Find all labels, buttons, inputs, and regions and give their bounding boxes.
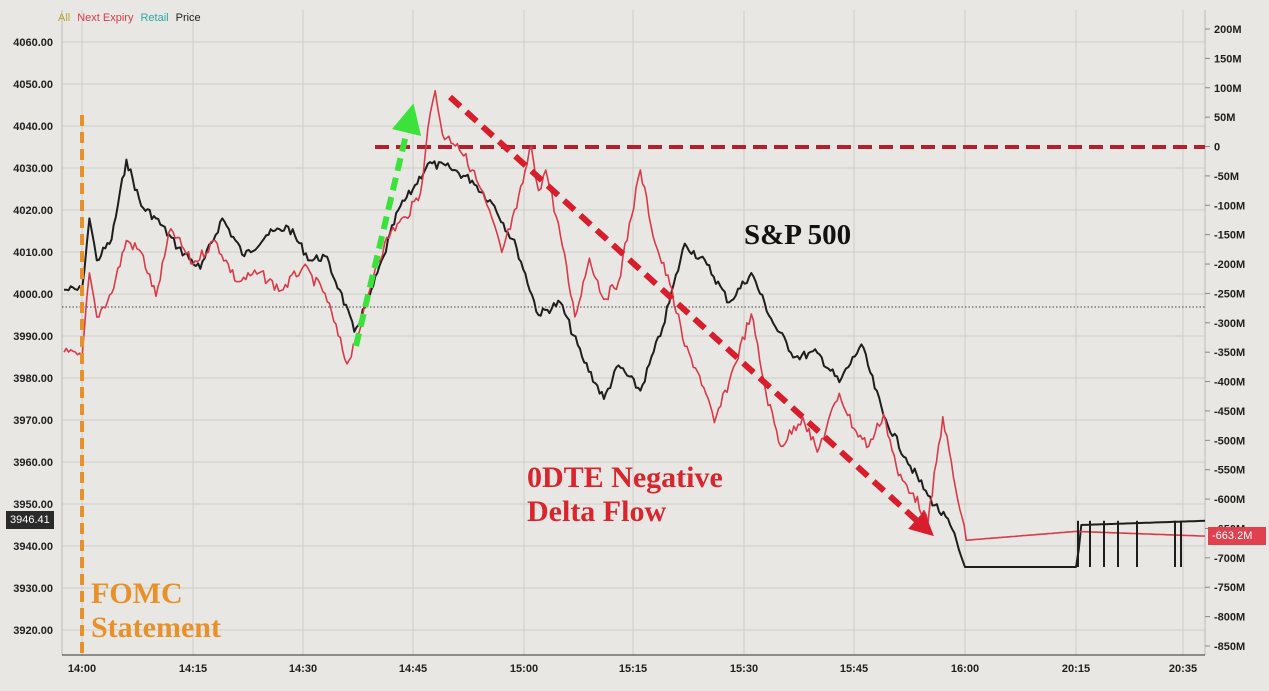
left-tick-label: 3990.00 — [13, 331, 53, 343]
left-tick-label: 3940.00 — [13, 541, 53, 553]
x-tick-label: 14:30 — [289, 663, 317, 675]
left-tick-label: 4020.00 — [13, 205, 53, 217]
legend-retail[interactable]: Retail — [140, 12, 169, 24]
legend-all[interactable]: All — [58, 12, 71, 24]
x-tick-label: 15:00 — [510, 663, 538, 675]
left-tick-label: 3960.00 — [13, 457, 53, 469]
right-tick-label: -350M — [1214, 347, 1245, 359]
left-axis: 4060.00 4050.00 4040.00 4030.00 4020.00 4010.… — [13, 37, 53, 637]
right-tick-label: -100M — [1214, 200, 1245, 212]
right-tick-label: -300M — [1214, 318, 1245, 330]
series-line-price — [63, 158, 1206, 568]
fomc-annotation: FOMC Statement — [91, 577, 221, 644]
right-tick-label: -200M — [1214, 259, 1245, 271]
right-tick-label: -700M — [1214, 553, 1245, 565]
right-tick-label: -600M — [1214, 494, 1245, 506]
right-tick-label: -500M — [1214, 435, 1245, 447]
flow-badge: -663.2M — [1208, 527, 1266, 545]
right-tick-label: -450M — [1214, 406, 1245, 418]
x-tick-label: 16:00 — [951, 663, 979, 675]
right-tick-label: -850M — [1214, 641, 1245, 653]
x-tick-label: 15:15 — [619, 663, 647, 675]
right-tick-label: 200M — [1214, 24, 1242, 36]
left-tick-label: 4040.00 — [13, 121, 53, 133]
left-tick-label: 4060.00 — [13, 37, 53, 49]
left-tick-label: 4010.00 — [13, 247, 53, 259]
left-tick-label: 3970.00 — [13, 415, 53, 427]
series-layer — [63, 89, 1206, 568]
x-tick-label: 20:35 — [1169, 663, 1197, 675]
x-tick-label: 15:45 — [840, 663, 868, 675]
right-tick-label: -550M — [1214, 465, 1245, 477]
legend: All Next Expiry Retail Price — [58, 12, 201, 24]
x-tick-label: 14:00 — [68, 663, 96, 675]
right-tick-label: 150M — [1214, 53, 1242, 65]
series-line-next-expiry — [63, 89, 1206, 541]
right-tick-label: -800M — [1214, 612, 1245, 624]
right-tick-label: 50M — [1214, 112, 1235, 124]
right-axis: 200M 150M 100M 50M 0 -50M -100M -150M -200M -250M… — [1205, 24, 1245, 653]
left-tick-label: 4050.00 — [13, 79, 53, 91]
left-tick-label: 4000.00 — [13, 289, 53, 301]
legend-next-expiry[interactable]: Next Expiry — [77, 12, 134, 24]
right-tick-label: 100M — [1214, 83, 1242, 95]
grid — [61, 10, 1206, 656]
price-badge: 3946.41 — [6, 511, 54, 529]
left-tick-label: 3930.00 — [13, 583, 53, 595]
x-axis: 14:00 14:15 14:30 14:45 15:00 15:15 15:30 15:45… — [68, 663, 1197, 675]
sp500-annotation: S&P 500 — [744, 219, 852, 251]
x-tick-label: 20:15 — [1062, 663, 1090, 675]
right-tick-label: -150M — [1214, 230, 1245, 242]
x-tick-label: 15:30 — [730, 663, 758, 675]
x-tick-label: 14:45 — [399, 663, 427, 675]
flow-annotation: 0DTE Negative Delta Flow — [527, 461, 723, 528]
x-tick-label: 14:15 — [179, 663, 207, 675]
right-tick-label: 0 — [1214, 142, 1220, 154]
left-tick-label: 3980.00 — [13, 373, 53, 385]
right-tick-label: -400M — [1214, 377, 1245, 389]
right-tick-label: -250M — [1214, 288, 1245, 300]
left-tick-label: 3920.00 — [13, 625, 53, 637]
left-tick-label: 4030.00 — [13, 163, 53, 175]
legend-price[interactable]: Price — [175, 12, 201, 24]
right-tick-label: -50M — [1214, 171, 1239, 183]
down-arrow — [447, 94, 934, 537]
left-tick-label: 3950.00 — [13, 499, 53, 511]
right-tick-label: -750M — [1214, 582, 1245, 594]
